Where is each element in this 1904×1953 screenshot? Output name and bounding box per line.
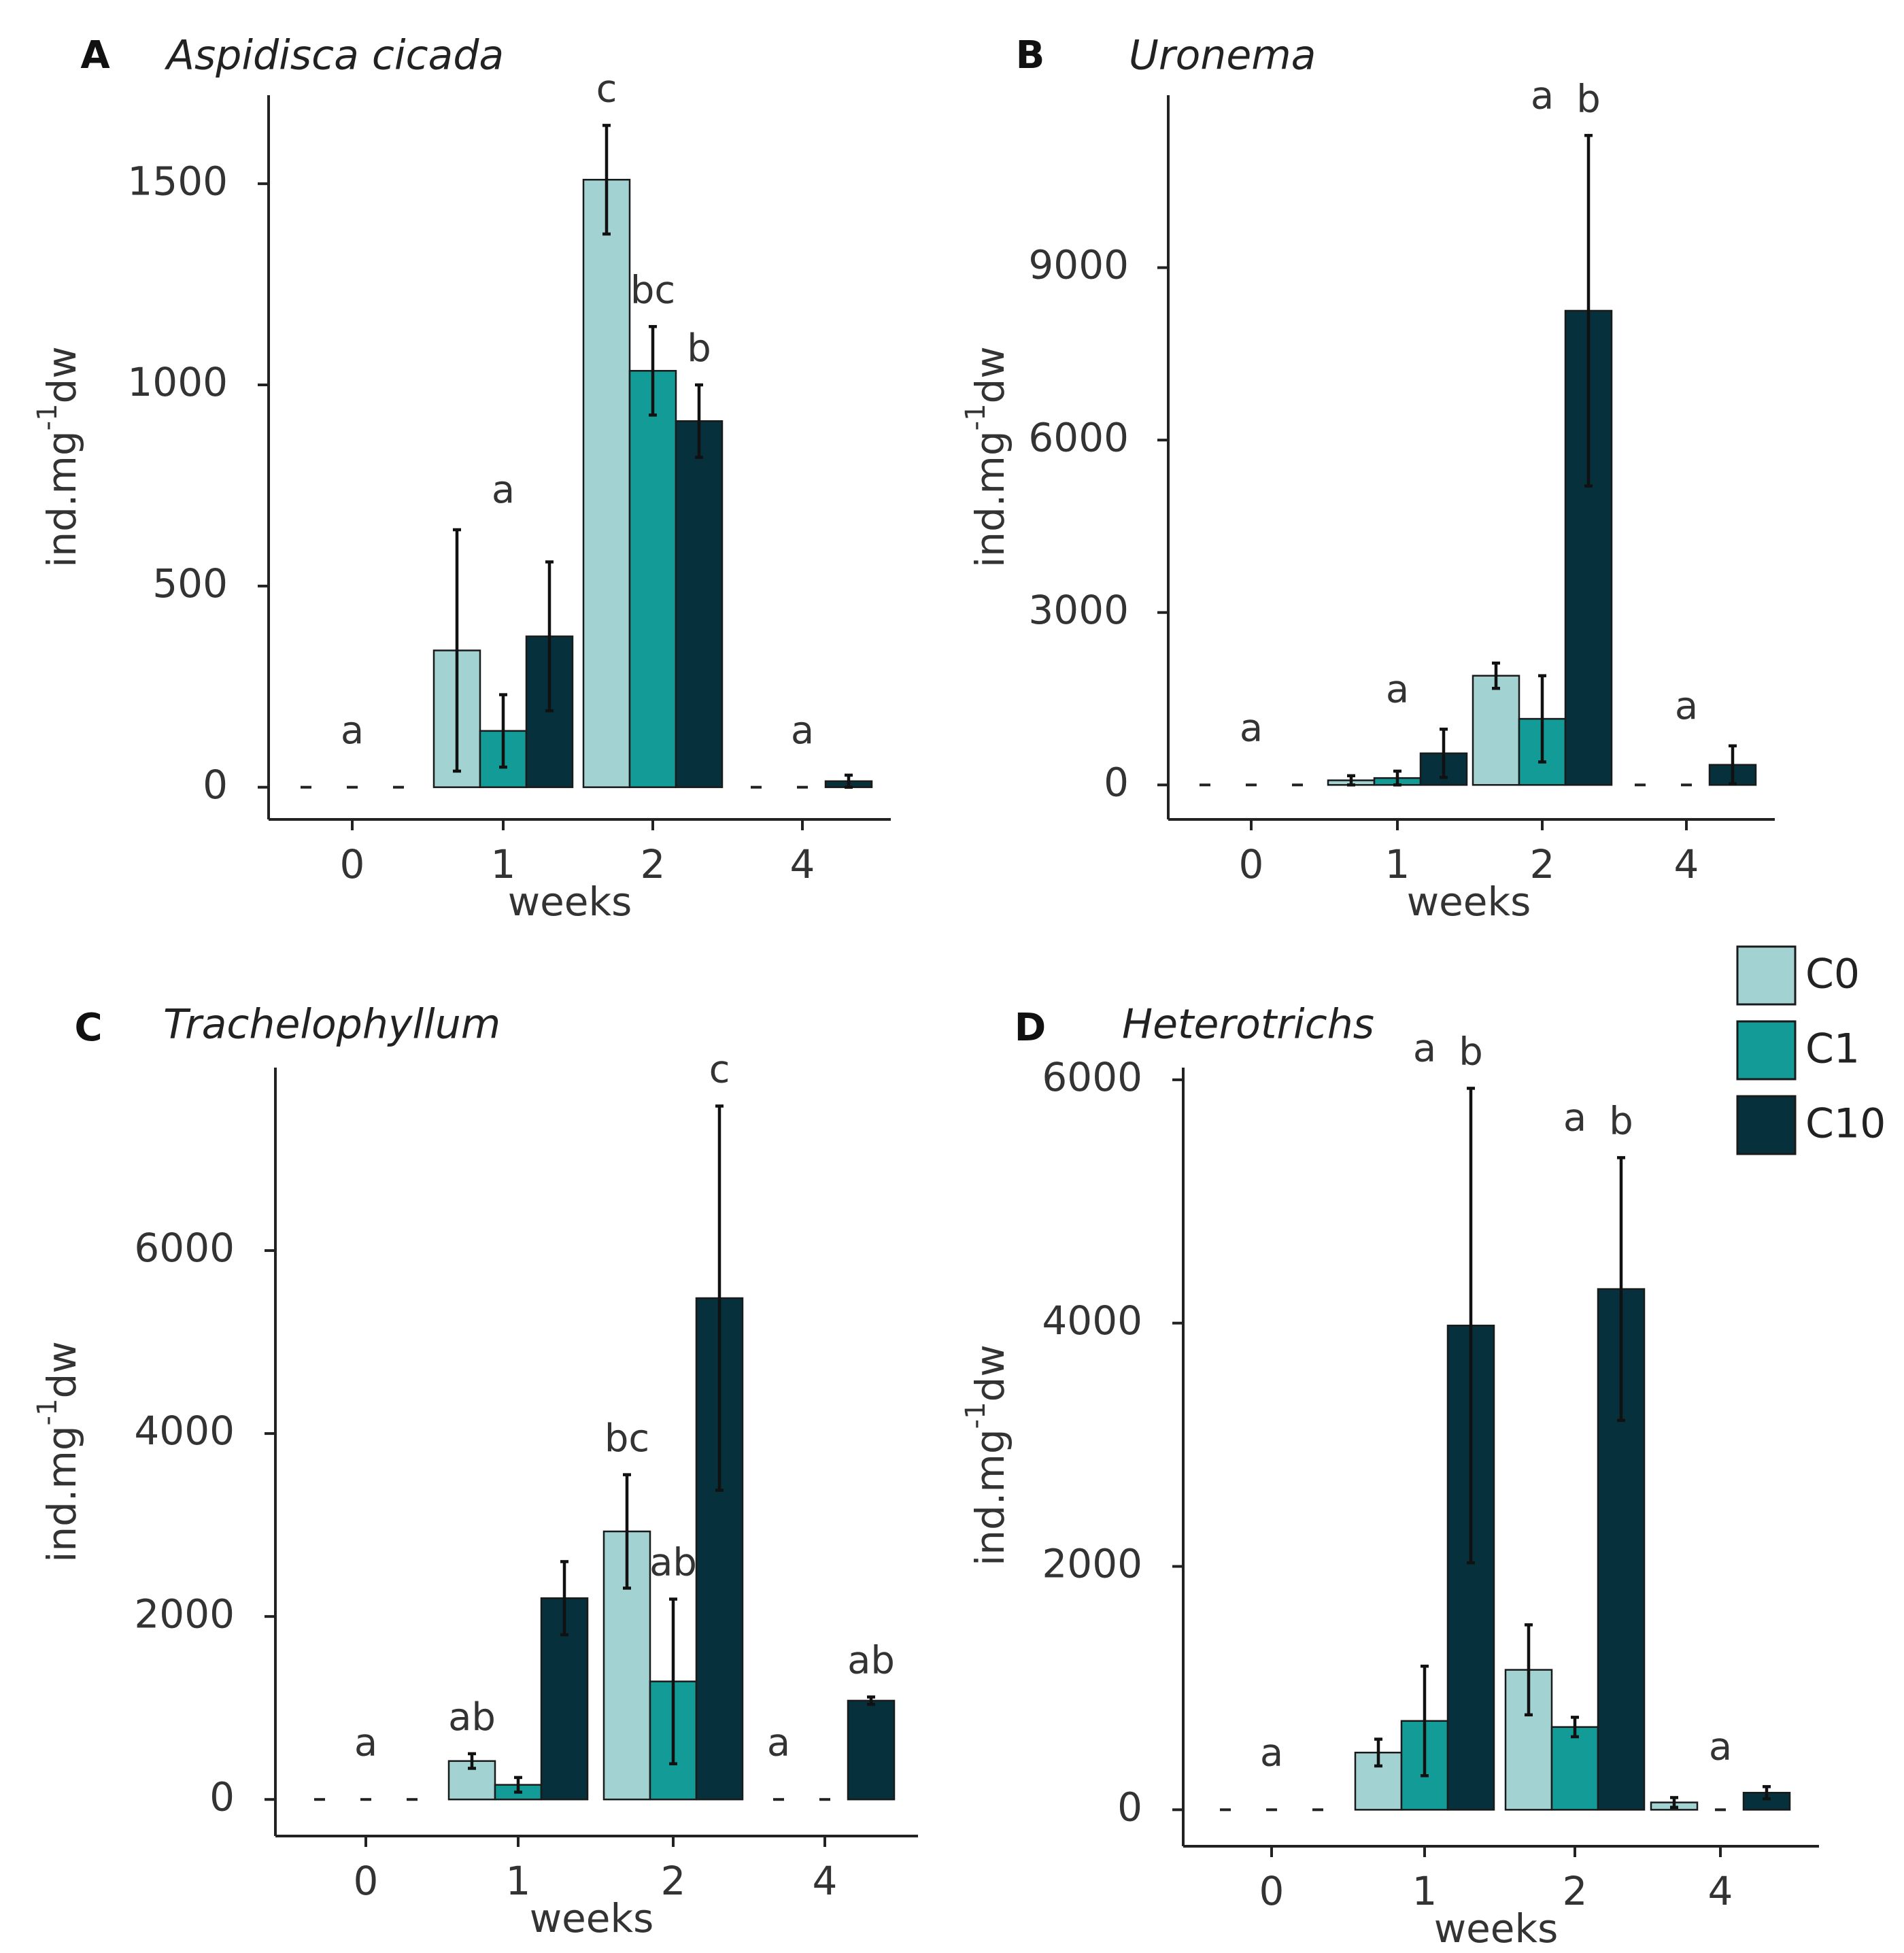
legend-label-C0: C0 [1805, 951, 1860, 998]
significance-label: b [1576, 77, 1601, 121]
panel-title: Heterotrichs [1122, 1001, 1374, 1049]
y-axis-title: ind.mg-1dw [960, 1344, 1013, 1566]
legend-swatch-C1 [1736, 1020, 1797, 1081]
panel-C: C Trachelophyllum 0 2000 4000 6000 0 1 2 4 weeks in… [32, 1001, 918, 1941]
panel-title: Uronema [1129, 32, 1316, 80]
significance-label: b [1459, 1030, 1483, 1074]
significance-label: a [341, 709, 364, 753]
significance-label: a [1675, 684, 1698, 728]
y-tick-label: 0 [209, 1773, 235, 1820]
x-tick-label: 4 [1708, 1868, 1733, 1914]
panel-A: A Aspidisca cicada 0 500 1000 1500 0 1 2 4 weeks in… [32, 32, 891, 925]
y-axis-title: ind.mg-1dw [960, 346, 1013, 568]
y-axis-title: ind.mg-1dw [32, 346, 85, 568]
panel-B: B Uronema 0 3000 6000 9000 0 1 2 4 weeks ind.mg-1dw… [960, 32, 1775, 925]
bar-C1-week-2 [1550, 1726, 1599, 1811]
panel-letter: B [1016, 33, 1045, 78]
significance-label: a [791, 709, 814, 753]
bar-C0-week-2 [1472, 675, 1520, 786]
bar-C10-week-2 [675, 420, 724, 788]
legend-swatch-C10 [1736, 1095, 1797, 1155]
panel-D: D Heterotrichs 0 2000 4000 6000 0 1 2 4 weeks ind.m… [960, 1001, 1819, 1952]
legend-label-C1: C1 [1805, 1025, 1860, 1073]
significance-label: a [1413, 1027, 1436, 1071]
y-tick-label: 0 [1104, 759, 1129, 805]
bar-C1-week-2 [628, 370, 677, 788]
significance-label: bc [605, 1416, 649, 1461]
significance-label: b [1609, 1100, 1633, 1144]
x-tick-label: 0 [354, 1858, 379, 1904]
x-tick-label: 2 [661, 1858, 686, 1904]
y-tick-label: 9000 [1028, 242, 1129, 288]
significance-label: ab [847, 1639, 895, 1683]
significance-label: ab [649, 1541, 697, 1585]
y-axis-title: ind.mg-1dw [32, 1341, 85, 1563]
x-axis-title: weeks [1407, 879, 1531, 925]
legend-label-C10: C10 [1805, 1100, 1886, 1148]
significance-label: a [354, 1720, 377, 1765]
significance-label: ab [448, 1695, 496, 1739]
significance-label: a [492, 468, 515, 512]
y-tick-label: 4000 [134, 1408, 235, 1454]
y-tick-label: 1000 [127, 359, 228, 405]
y-tick-label: 3000 [1028, 587, 1129, 633]
bar-C0-week-2 [582, 179, 631, 788]
bar-C10-week-4 [847, 1699, 896, 1801]
x-tick-label: 4 [813, 1858, 838, 1904]
y-tick-label: 2000 [134, 1591, 235, 1637]
significance-label: bc [630, 268, 675, 312]
panel-letter: C [74, 1006, 102, 1050]
y-tick-label: 500 [152, 560, 228, 607]
significance-label: a [1709, 1725, 1732, 1769]
significance-label: a [767, 1720, 790, 1765]
legend: C0 C1 C10 [1736, 945, 1886, 1155]
x-tick-label: 1 [1412, 1868, 1438, 1914]
x-axis-title: weeks [1434, 1905, 1559, 1952]
panel-title: Aspidisca cicada [164, 32, 504, 80]
significance-label: a [1563, 1096, 1586, 1140]
x-tick-label: 1 [491, 841, 516, 887]
significance-label: a [1240, 706, 1263, 750]
significance-label: b [687, 326, 711, 371]
x-tick-label: 4 [790, 841, 815, 887]
y-tick-label: 2000 [1042, 1541, 1142, 1587]
y-tick-label: 1500 [127, 158, 228, 204]
x-tick-label: 0 [1239, 841, 1264, 887]
y-tick-label: 4000 [1042, 1297, 1142, 1344]
panel-letter: D [1015, 1006, 1046, 1050]
significance-label: c [596, 67, 617, 112]
x-tick-label: 2 [641, 841, 666, 887]
x-axis-title: weeks [508, 879, 632, 925]
y-tick-label: 0 [203, 762, 228, 808]
x-tick-label: 1 [506, 1858, 531, 1904]
x-tick-label: 0 [340, 841, 365, 887]
y-tick-label: 6000 [1028, 414, 1129, 460]
y-tick-label: 0 [1117, 1784, 1142, 1830]
x-tick-label: 2 [1530, 841, 1555, 887]
y-tick-label: 6000 [1042, 1054, 1142, 1100]
significance-label: a [1531, 73, 1554, 118]
panel-title: Trachelophyllum [163, 1001, 500, 1049]
x-tick-label: 4 [1674, 841, 1699, 887]
x-tick-label: 1 [1385, 841, 1410, 887]
x-tick-label: 0 [1259, 1868, 1285, 1914]
legend-swatch-C0 [1736, 945, 1797, 1006]
significance-label: c [709, 1048, 730, 1092]
significance-label: a [1386, 667, 1409, 711]
y-tick-label: 6000 [134, 1225, 235, 1271]
significance-label: a [1260, 1731, 1283, 1775]
x-tick-label: 2 [1563, 1868, 1588, 1914]
panel-letter: A [80, 33, 110, 78]
x-axis-title: weeks [530, 1895, 654, 1941]
